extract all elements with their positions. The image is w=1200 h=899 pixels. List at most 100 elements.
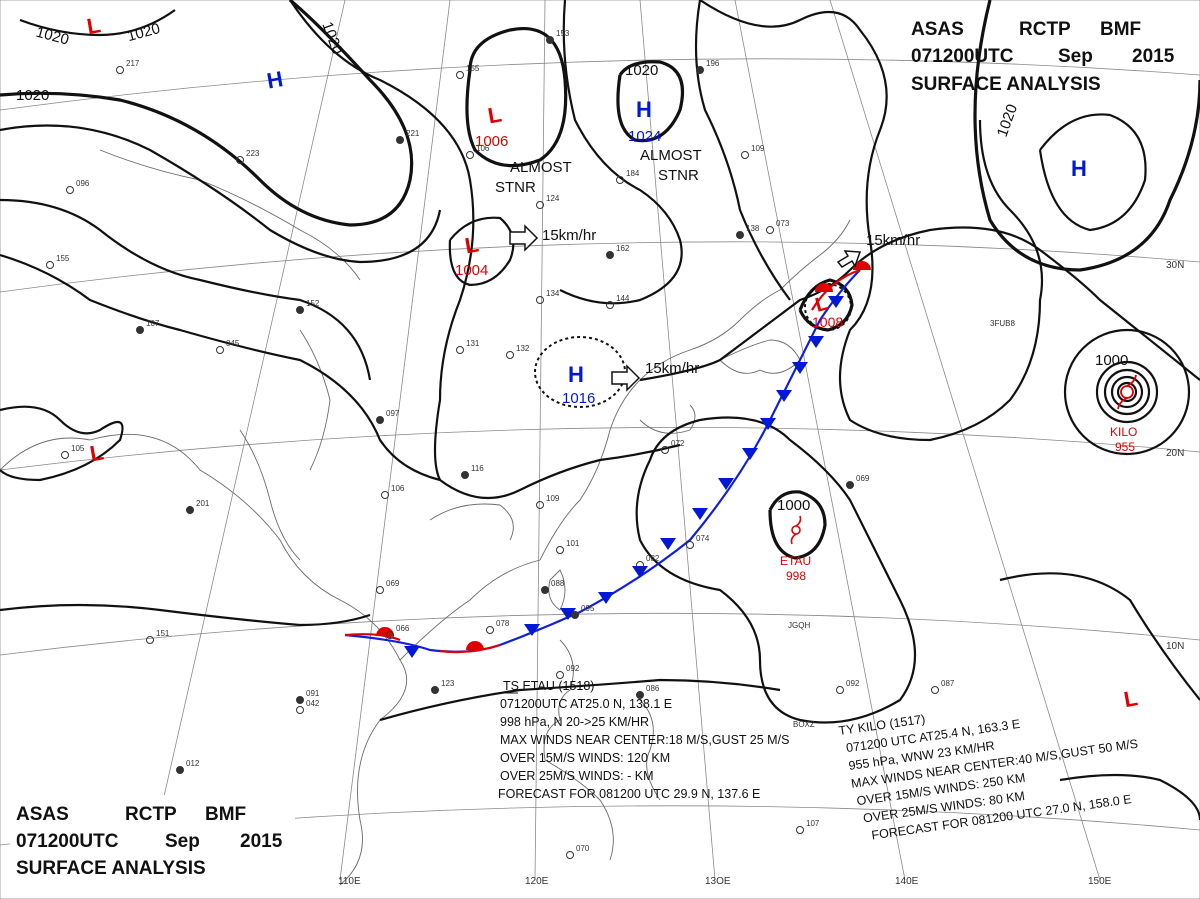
station-circle: [506, 351, 514, 359]
station-pressure: 097: [386, 409, 400, 418]
svg-text:1000: 1000: [1095, 352, 1128, 369]
low-marker: L: [463, 231, 481, 258]
cold-front-triangle: [792, 362, 808, 374]
station-circle: [741, 151, 749, 159]
movement-arrows: [509, 224, 862, 392]
svg-text:071200UTC AT25.0 N, 138.1 E: 071200UTC AT25.0 N, 138.1 E: [500, 697, 672, 711]
station-circle: [296, 696, 304, 704]
svg-text:2015: 2015: [240, 831, 283, 852]
low-pressure-value: 1008: [812, 314, 843, 330]
station-pressure: 092: [566, 664, 580, 673]
station-circle: [661, 446, 669, 454]
station-circle: [61, 451, 69, 459]
pressure-systems: L H L 1006 H 1024 L 1004 H 1016 L 1008 H…: [85, 12, 1140, 712]
station-pressure: 155: [466, 64, 480, 73]
station-pressure: 012: [186, 759, 200, 768]
station-pressure: 124: [546, 194, 560, 203]
svg-text:SURFACE ANALYSIS: SURFACE ANALYSIS: [911, 74, 1101, 95]
station-pressure: 070: [576, 844, 590, 853]
svg-text:110E: 110E: [338, 876, 361, 887]
station-pressure: 184: [626, 169, 640, 178]
svg-text:10N: 10N: [1166, 641, 1184, 652]
storm-labels: KILO 955 ETAU 998: [780, 425, 1137, 583]
svg-text:BOXZ: BOXZ: [793, 720, 815, 729]
cold-front-triangle: [404, 646, 420, 658]
kilo-name: KILO: [1110, 425, 1137, 439]
cold-front-triangle: [692, 508, 708, 520]
svg-text:ASAS: ASAS: [16, 804, 69, 825]
station-pressure: 069: [386, 579, 400, 588]
svg-text:TS ETAU (1518): TS ETAU (1518): [503, 679, 594, 693]
high-marker: H: [1071, 156, 1087, 181]
svg-text:STNR: STNR: [495, 179, 536, 196]
station-circle: [431, 686, 439, 694]
station-pressure: 106: [476, 144, 490, 153]
etau-pressure: 998: [786, 569, 806, 583]
station-circle: [236, 156, 244, 164]
station-pressure: 123: [441, 679, 455, 688]
station-circle: [176, 766, 184, 774]
station-pressure: 144: [616, 294, 630, 303]
station-circle: [536, 201, 544, 209]
svg-text:13OE: 13OE: [705, 876, 731, 887]
cold-front-triangle: [660, 538, 676, 550]
station-circle: [556, 671, 564, 679]
warm-front-semicircle: [376, 627, 394, 636]
svg-text:ALMOST: ALMOST: [510, 159, 572, 176]
station-circle: [466, 151, 474, 159]
low-pressure-value: 1004: [455, 262, 488, 279]
high-marker: H: [568, 362, 584, 387]
low-marker: L: [813, 292, 830, 316]
station-circle: [546, 36, 554, 44]
station-pressure: 045: [226, 339, 240, 348]
warm-front-semicircle: [815, 283, 833, 292]
svg-text:1000: 1000: [777, 497, 810, 514]
high-pressure-value: 1024: [628, 128, 661, 145]
station-pressure: 223: [246, 149, 260, 158]
svg-text:Sep: Sep: [165, 831, 200, 852]
low-marker: L: [1122, 685, 1140, 712]
station-pressure: 132: [516, 344, 530, 353]
svg-text:JGQH: JGQH: [788, 621, 810, 630]
station-pressure: 069: [856, 474, 870, 483]
station-pressure: 107: [146, 319, 160, 328]
svg-text:RCTP: RCTP: [125, 804, 177, 825]
high-pressure-value: 1016: [562, 390, 595, 407]
cold-front-triangle: [632, 566, 648, 578]
station-circle: [461, 471, 469, 479]
station-pressure: 221: [406, 129, 420, 138]
station-circle: [536, 296, 544, 304]
station-pressure: 162: [616, 244, 630, 253]
svg-text:2015: 2015: [1132, 46, 1175, 67]
svg-text:3FUB8: 3FUB8: [990, 319, 1015, 328]
station-circle: [541, 586, 549, 594]
station-circle: [566, 851, 574, 859]
cold-front-triangle: [808, 336, 824, 348]
svg-text:1020: 1020: [16, 87, 49, 104]
svg-text:15km/hr: 15km/hr: [866, 232, 920, 249]
station-pressure: 151: [156, 629, 170, 638]
station-circle: [766, 226, 774, 234]
station-circle: [386, 631, 394, 639]
svg-text:FORECAST FOR 081200 UTC 29.9 N: FORECAST FOR 081200 UTC 29.9 N, 137.6 E: [498, 787, 760, 801]
station-pressure: 109: [751, 144, 765, 153]
kilo-pressure: 955: [1115, 440, 1135, 454]
cold-front-triangle: [776, 390, 792, 402]
station-circle: [846, 481, 854, 489]
station-pressure: 153: [556, 29, 570, 38]
svg-text:Sep: Sep: [1058, 46, 1093, 67]
station-circle: [381, 491, 389, 499]
station-pressure: 105: [71, 444, 85, 453]
svg-text:071200UTC: 071200UTC: [16, 831, 119, 852]
warm-front-semicircle: [466, 641, 484, 650]
svg-text:RCTP: RCTP: [1019, 19, 1071, 40]
station-circle: [606, 301, 614, 309]
station-pressure: 201: [196, 499, 210, 508]
high-marker: H: [265, 66, 285, 93]
ts-etau-info: TS ETAU (1518) 071200UTC AT25.0 N, 138.1…: [498, 679, 789, 801]
station-circle: [146, 636, 154, 644]
station-pressure: 095: [581, 604, 595, 613]
etau-storm-icon: [790, 515, 802, 545]
station-pressure: 107: [806, 819, 820, 828]
